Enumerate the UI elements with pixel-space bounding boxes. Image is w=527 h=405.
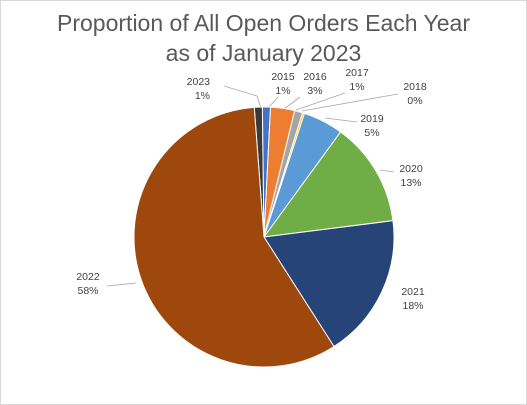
data-label-2017: 2017 1%	[345, 67, 369, 93]
data-label-percent-2015: 1%	[275, 85, 290, 97]
leader-line-2019	[324, 117, 358, 123]
data-label-2019: 2019 5%	[360, 113, 384, 139]
data-label-category-2017: 2017	[345, 67, 369, 79]
pie-slice-2022[interactable]	[133, 106, 335, 368]
data-label-percent-2023: 1%	[195, 90, 210, 102]
chart-title-line-2: as of January 2023	[165, 40, 362, 66]
data-label-category-2020: 2020	[399, 163, 423, 175]
data-label-category-2022: 2022	[76, 271, 100, 283]
data-label-category-2019: 2019	[360, 113, 384, 125]
data-label-2016: 2016 3%	[303, 71, 327, 97]
data-label-category-2018: 2018	[403, 81, 427, 93]
data-label-percent-2021: 18%	[402, 300, 423, 312]
data-label-category-2021: 2021	[401, 286, 425, 298]
leader-line-2017	[295, 92, 346, 111]
data-label-percent-2018: 0%	[407, 95, 422, 107]
data-label-2018: 2018 0%	[403, 81, 427, 107]
leader-line-2023	[223, 85, 262, 109]
data-label-category-2023: 2023	[187, 76, 211, 88]
leader-line-2016	[283, 96, 301, 110]
data-label-percent-2017: 1%	[349, 81, 364, 93]
data-label-category-2016: 2016	[303, 71, 327, 83]
leader-line-2022	[106, 282, 137, 287]
data-label-2020: 2020 13%	[399, 163, 423, 189]
data-label-category-2015: 2015	[271, 71, 295, 83]
data-label-percent-2019: 5%	[364, 127, 379, 139]
data-label-percent-2020: 13%	[400, 177, 421, 189]
pie-slice-2020[interactable]	[262, 131, 394, 238]
data-label-2022: 2022 58%	[76, 271, 100, 297]
data-label-2015: 2015 1%	[271, 71, 295, 97]
leader-line-2018	[301, 93, 399, 112]
pie-slice-2021[interactable]	[263, 220, 395, 348]
leader-line-2015	[267, 96, 279, 109]
data-label-2021: 2021 18%	[401, 286, 425, 312]
data-label-percent-2022: 58%	[77, 285, 98, 297]
data-label-2023: 2023 1%	[187, 76, 211, 102]
chart-title-line-1: Proportion of All Open Orders Each Year	[57, 10, 470, 36]
chart-title: Proportion of All Open Orders Each Year …	[0, 8, 527, 68]
data-label-percent-2016: 3%	[307, 85, 322, 97]
leader-line-2020	[379, 169, 395, 173]
